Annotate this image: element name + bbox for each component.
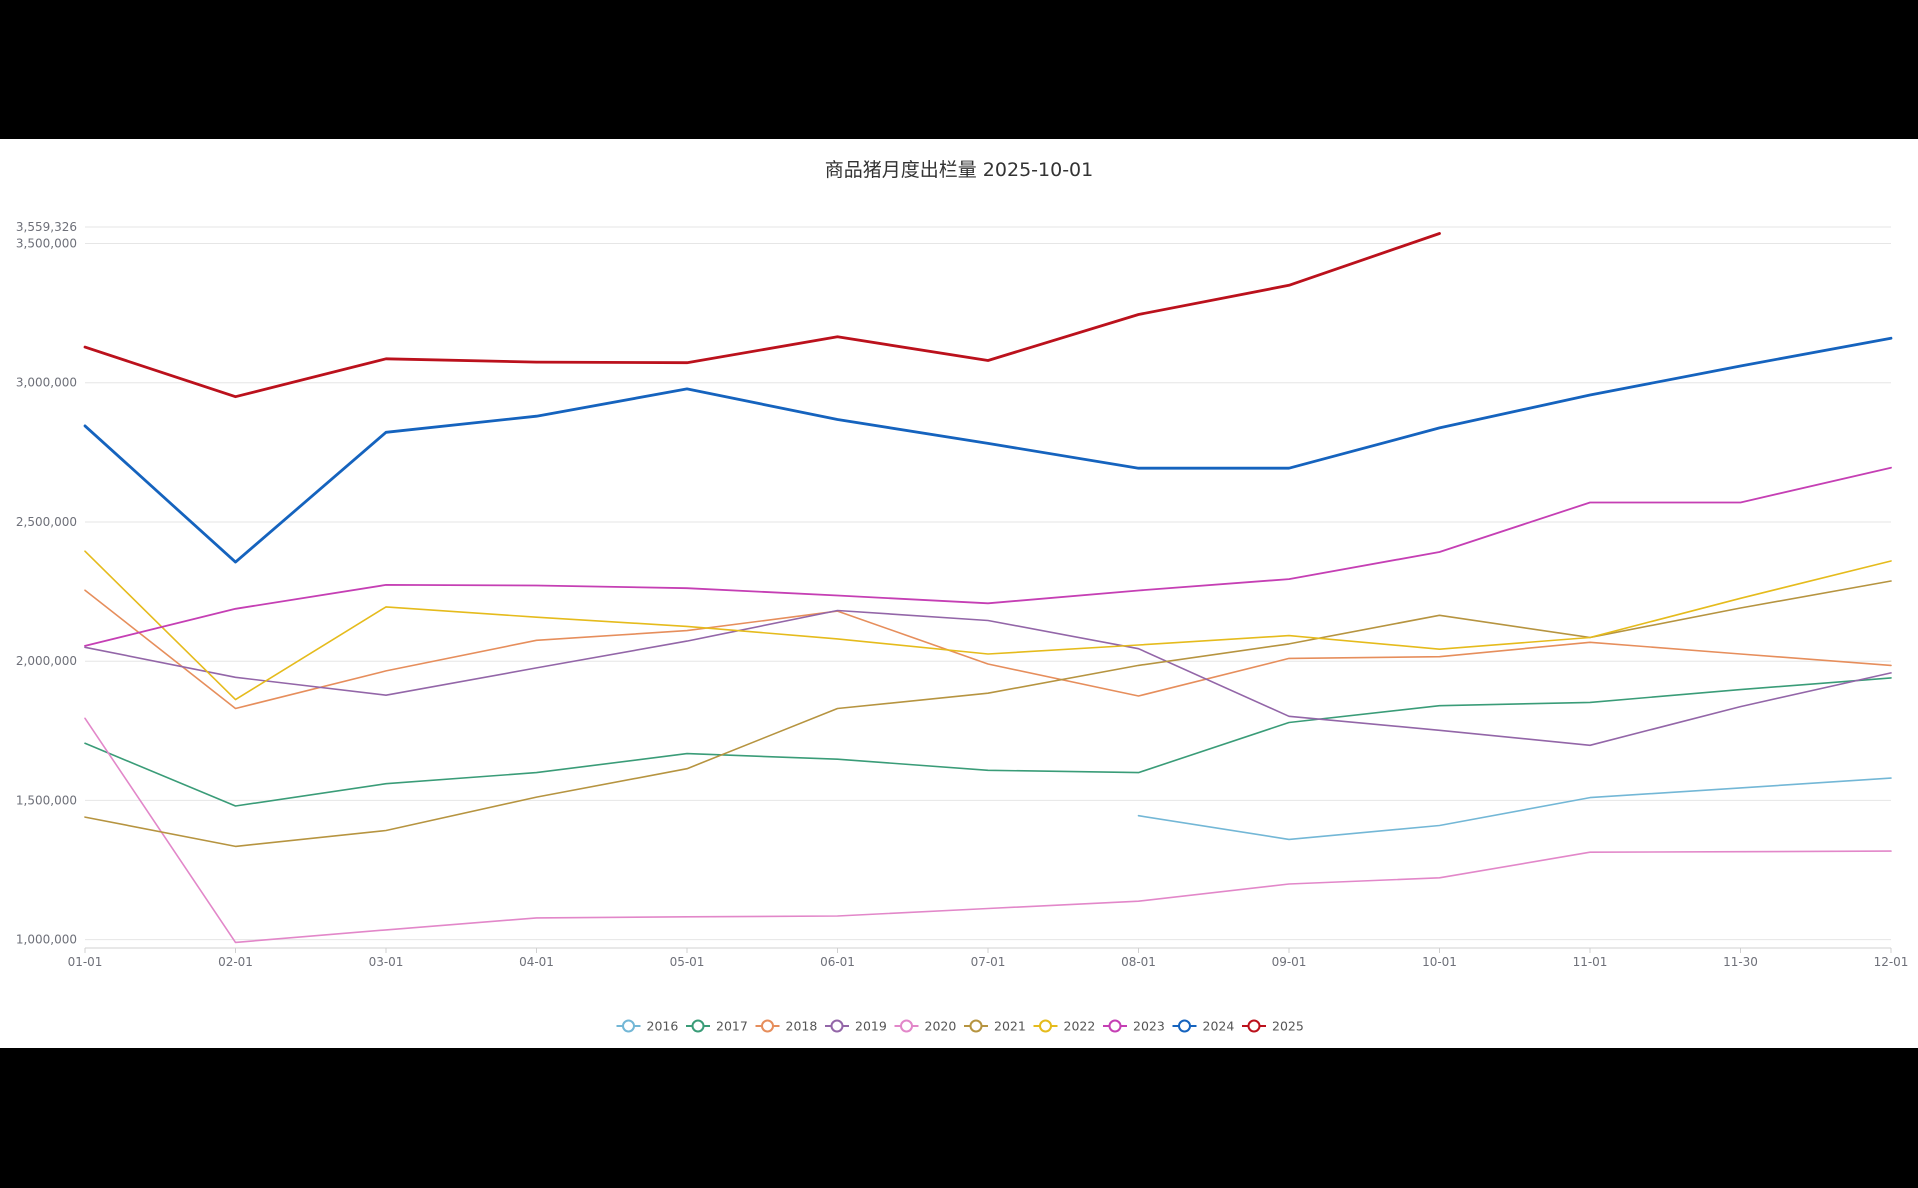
legend-marker-icon — [1247, 1019, 1261, 1033]
legend-item-2020[interactable]: 2020 — [894, 1019, 957, 1034]
legend-item-2025[interactable]: 2025 — [1242, 1019, 1304, 1034]
legend-label: 2016 — [647, 1019, 679, 1034]
legend-marker-icon — [969, 1019, 983, 1033]
legend-marker-icon — [761, 1019, 774, 1033]
legend-marker-icon — [622, 1019, 635, 1033]
y-tick-label: 3,500,000 — [16, 237, 77, 251]
x-tick-label: 11-01 — [1573, 955, 1608, 969]
y-tick-label: 1,000,000 — [16, 933, 77, 947]
y-axis: 1,000,000 1,500,000 2,000,000 2,500,000 3,00… — [16, 220, 77, 947]
legend-label: 2017 — [716, 1019, 748, 1034]
y-tick-label: 3,000,000 — [16, 376, 77, 390]
y-tick-label: 1,500,000 — [16, 793, 77, 807]
x-tick-label: 01-01 — [68, 955, 103, 969]
legend-item-2016[interactable]: 2016 — [616, 1019, 679, 1034]
legend-label: 2022 — [1064, 1019, 1096, 1034]
x-tick-label: 06-01 — [820, 955, 855, 969]
x-tick-label: 03-01 — [369, 955, 404, 969]
x-tick-label: 10-01 — [1422, 955, 1457, 969]
series-line-2023 — [84, 466, 1892, 647]
y-tick-label: 2,000,000 — [16, 654, 77, 668]
legend-label: 2020 — [925, 1019, 957, 1034]
series-line-2024 — [83, 336, 1893, 564]
grid-lines — [85, 226, 1891, 941]
legend[interactable]: 2016 2017 2018 2019 2020 2021 2022 2023 2024 2025 — [616, 1019, 1304, 1034]
series-line-2017 — [84, 677, 1892, 807]
x-tick-label: 07-01 — [971, 955, 1006, 969]
legend-item-2022[interactable]: 2022 — [1033, 1019, 1096, 1034]
y-tick-label: 3,559,326 — [16, 220, 77, 234]
series-line-2020 — [84, 717, 1892, 944]
x-tick-label: 12-01 — [1874, 955, 1909, 969]
legend-label: 2024 — [1203, 1019, 1235, 1034]
legend-item-2017[interactable]: 2017 — [686, 1019, 748, 1034]
legend-label: 2018 — [786, 1019, 818, 1034]
legend-marker-icon — [830, 1019, 844, 1033]
series-line-2019 — [84, 609, 1892, 747]
legend-label: 2025 — [1272, 1019, 1304, 1034]
legend-marker-icon — [1178, 1019, 1191, 1033]
legend-marker-icon — [691, 1019, 705, 1033]
legend-label: 2021 — [994, 1019, 1026, 1034]
x-tick-label: 04-01 — [519, 955, 554, 969]
chart-title: 商品猪月度出栏量 2025-10-01 — [825, 159, 1093, 181]
legend-marker-icon — [1039, 1019, 1052, 1033]
chart-panel: 商品猪月度出栏量 2025-10-01 1,000,000 1,500,000 2,… — [0, 139, 1918, 1048]
series-lines — [83, 232, 1893, 944]
series-line-2022 — [84, 550, 1892, 701]
x-tick-label: 05-01 — [670, 955, 705, 969]
legend-item-2021[interactable]: 2021 — [964, 1019, 1026, 1034]
series-line-2018 — [84, 589, 1892, 710]
legend-marker-icon — [1108, 1019, 1122, 1033]
legend-item-2023[interactable]: 2023 — [1103, 1019, 1165, 1034]
x-tick-label: 11-30 — [1723, 955, 1758, 969]
legend-label: 2019 — [855, 1019, 887, 1034]
legend-label: 2023 — [1133, 1019, 1165, 1034]
y-tick-label: 2,500,000 — [16, 515, 77, 529]
x-tick-label: 02-01 — [218, 955, 253, 969]
x-tick-label: 08-01 — [1121, 955, 1156, 969]
legend-item-2018[interactable]: 2018 — [755, 1019, 818, 1034]
line-chart: 商品猪月度出栏量 2025-10-01 1,000,000 1,500,000 2,… — [16, 159, 1909, 1034]
x-axis: 01-01 02-01 03-01 04-01 05-01 06-01 07-01 08-01… — [68, 947, 1909, 969]
legend-marker-icon — [900, 1019, 913, 1033]
series-line-2016 — [1137, 777, 1892, 841]
legend-item-2024[interactable]: 2024 — [1172, 1019, 1235, 1034]
series-line-2025 — [83, 232, 1441, 399]
x-tick-label: 09-01 — [1272, 955, 1307, 969]
legend-item-2019[interactable]: 2019 — [825, 1019, 887, 1034]
